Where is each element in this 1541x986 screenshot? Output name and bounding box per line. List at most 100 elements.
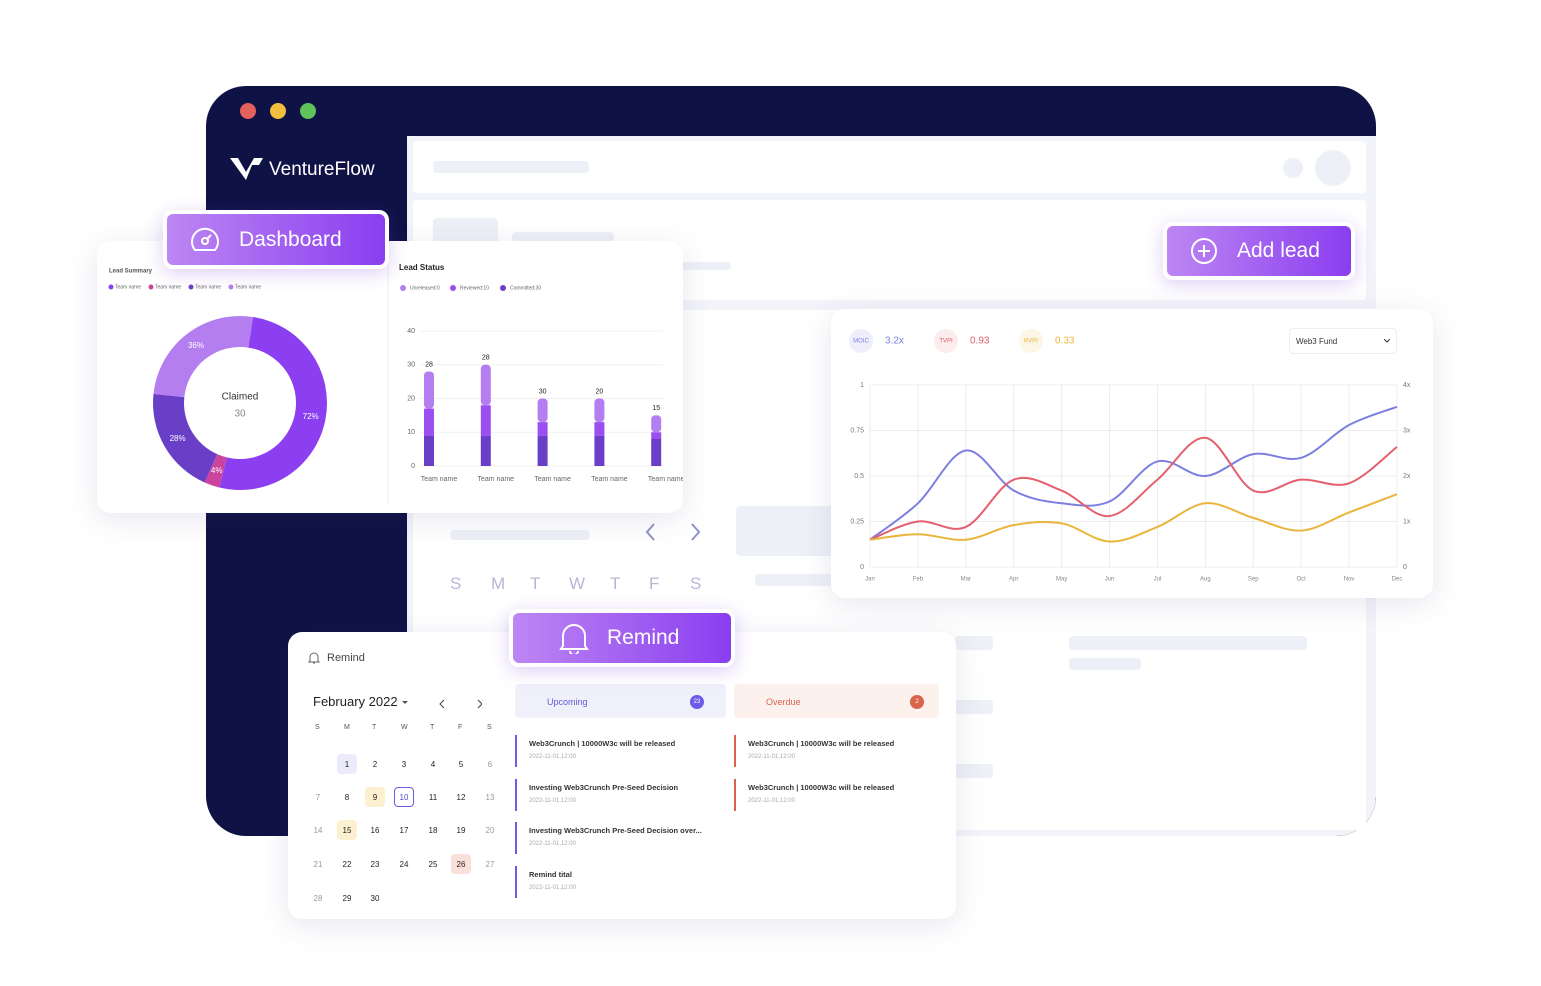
metric-chip <box>934 329 958 353</box>
calendar-day: 14 <box>313 825 323 835</box>
x-tick-label: Team name <box>478 476 515 483</box>
bar-total: 15 <box>652 405 660 412</box>
x-tick-label: Nov <box>1344 577 1355 583</box>
item-title: Investing Web3Crunch Pre-Seed Decision o… <box>529 826 702 835</box>
y-tick-label: 0 <box>411 463 415 470</box>
caret <box>1384 339 1390 343</box>
calendar-day: 26 <box>451 854 471 874</box>
calendar-day: 20 <box>485 825 495 835</box>
weekday: S <box>487 724 492 731</box>
legend-dot <box>400 285 406 291</box>
x-tick-label: Oct <box>1297 577 1307 583</box>
bell-icon <box>308 652 320 664</box>
bar-segment <box>480 435 491 466</box>
month: February 2022 <box>313 694 398 709</box>
weekday: F <box>458 724 463 731</box>
button-label: Dashboard <box>239 227 342 251</box>
y-tick-label: 40 <box>407 328 415 335</box>
calendar-day: 17 <box>399 825 409 835</box>
legend-dot <box>228 284 234 290</box>
bar-segment <box>424 435 434 466</box>
data-label: 36% <box>188 341 204 350</box>
skeleton <box>512 232 614 242</box>
metric-label: RVPI <box>1024 339 1038 345</box>
weekday-letter: S <box>450 574 462 593</box>
calendar-day: 19 <box>456 825 466 835</box>
calendar-day: 11 <box>428 792 438 802</box>
add-lead-button[interactable]: Add lead <box>1163 222 1355 280</box>
month-nav <box>402 699 482 709</box>
button-label: Remind <box>607 626 680 649</box>
line-series <box>869 436 1398 541</box>
calendar-day: 30 <box>370 893 380 903</box>
calendar-day: 8 <box>344 792 350 802</box>
skeleton <box>955 700 993 714</box>
calendar-day: 12 <box>456 792 466 802</box>
legend-dot <box>188 284 194 290</box>
dashboard-button[interactable]: Dashboard <box>163 210 389 269</box>
y2-tick-label: 4x <box>1403 382 1411 389</box>
fund-card: MOIC 3.2x TVPI 0.93 RVPI 0.33 0 0.25 0.5 0.75 1 0 1x… <box>831 309 1433 598</box>
metric-value: 0.93 <box>970 336 990 347</box>
chart-title: Lead Status <box>399 263 445 272</box>
skeleton <box>755 574 835 586</box>
lead-card: Lead Summary Team name Team name Team name T… <box>97 241 685 513</box>
calendar-day: 5 <box>458 759 464 769</box>
bar-segment <box>651 432 662 439</box>
weekday-letter: S <box>690 574 702 593</box>
remind-title: Remind <box>327 652 365 664</box>
item-bar <box>734 778 736 811</box>
dot-green <box>300 103 316 119</box>
skeleton <box>955 764 993 778</box>
y-tick-label: 30 <box>407 362 415 369</box>
logo-icon <box>230 158 263 180</box>
item-time: 2022-11-01,12:00 <box>529 797 576 804</box>
calendar-day: 22 <box>342 859 352 869</box>
bar-total: 30 <box>539 388 547 395</box>
dot-yellow <box>270 103 286 119</box>
calendar-day: 18 <box>428 825 438 835</box>
skeleton <box>1069 636 1307 650</box>
bar-segment <box>537 435 548 466</box>
y-tick-label: 0.25 <box>850 518 864 525</box>
tab-label: Overdue <box>766 697 801 707</box>
logo-text: VentureFlow <box>269 159 375 180</box>
remind-card: Remind February 2022 S M T W T F S 1 2 3 4 5 6 7 8 9 10 1… <box>288 632 956 919</box>
item-bar <box>515 865 517 898</box>
metric-label: MOIC <box>853 339 869 345</box>
fund-selector[interactable]: Web3 Fund <box>1289 328 1397 354</box>
calendar-day: 16 <box>370 825 380 835</box>
calendar-day: 27 <box>485 859 495 869</box>
weekday: T <box>430 724 435 731</box>
calendar-day: 28 <box>313 893 323 903</box>
legend-label: Team name <box>115 284 141 290</box>
weekday-letter: W <box>569 574 586 593</box>
calendar-day: 6 <box>487 759 493 769</box>
calendar-day: 1 <box>337 754 357 774</box>
weekday-letter: M <box>491 574 506 593</box>
calendar-day: 10 <box>394 787 414 807</box>
x-tick-label: Jun <box>1105 577 1115 583</box>
metric-label: TVPI <box>939 339 953 345</box>
metric-chip <box>849 329 873 353</box>
calendar-day: 3 <box>401 759 407 769</box>
metric-value: 3.2x <box>885 336 904 347</box>
weekday: S <box>315 724 320 731</box>
selector-label: Web3 Fund <box>1296 337 1338 346</box>
calendar-day: 9 <box>365 787 385 807</box>
item-title: Web3Crunch | 10000W3c will be released <box>529 739 676 748</box>
nav-arrows <box>645 523 701 541</box>
remind-button[interactable]: Remind <box>509 609 735 667</box>
overdue-box <box>734 684 939 718</box>
y-tick-label: 0.5 <box>854 473 864 480</box>
bell-icon <box>559 624 589 654</box>
legend-dot <box>500 285 506 291</box>
item-time: 2022-11-01,12:00 <box>529 884 576 891</box>
chart-title: Lead Summary <box>109 269 153 275</box>
skeleton <box>1069 658 1141 670</box>
dot-red <box>240 103 256 119</box>
skeleton <box>640 262 731 270</box>
data-label: 4% <box>211 466 223 475</box>
bar-segment <box>594 398 605 423</box>
